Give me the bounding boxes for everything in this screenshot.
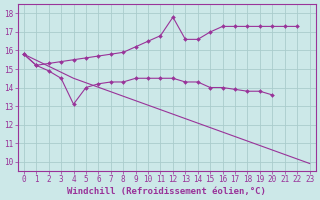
X-axis label: Windchill (Refroidissement éolien,°C): Windchill (Refroidissement éolien,°C) — [67, 187, 266, 196]
